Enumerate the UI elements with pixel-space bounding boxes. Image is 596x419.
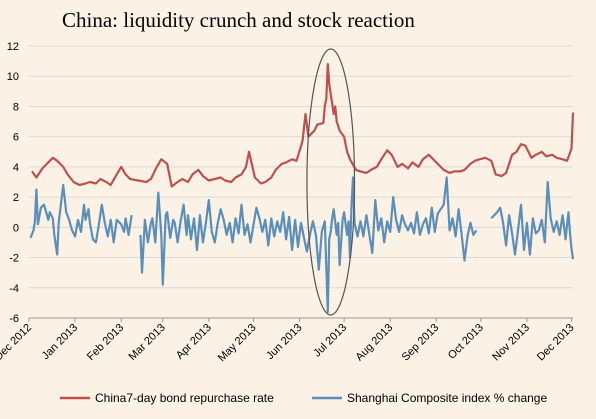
y-tick-label: 8 (13, 101, 19, 113)
x-tick-label: Dec 2013 (535, 322, 577, 364)
x-tick-label: Nov 2013 (490, 322, 532, 364)
x-tick-label: Mar 2013 (127, 322, 168, 363)
y-tick-label: 0 (13, 222, 19, 234)
x-tick-label: Feb 2013 (85, 322, 126, 363)
x-tick-label: Oct 2013 (446, 322, 486, 362)
x-tick-label: Dec 2012 (0, 322, 34, 364)
x-tick-label: May 2013 (216, 322, 259, 365)
shanghai-index-line (139, 176, 478, 314)
x-tick-label: Aug 2013 (354, 322, 396, 364)
highlight-ellipse (306, 48, 356, 316)
legend-label-repo-rate: China7-day bond repurchase rate (95, 391, 274, 405)
y-tick-label: -4 (9, 283, 19, 295)
plot-area (29, 46, 573, 318)
y-tick-label: 12 (7, 41, 19, 53)
x-tick-label: Jul 2013 (311, 322, 349, 360)
y-tick-label: -6 (9, 313, 19, 325)
y-tick-label: 4 (13, 162, 19, 174)
chart-title: China: liquidity crunch and stock reacti… (62, 8, 415, 32)
shanghai-index-line (29, 183, 133, 256)
y-tick-label: 6 (13, 132, 19, 144)
x-tick-label: Apr 2013 (174, 322, 214, 362)
y-tick-label: -2 (9, 253, 19, 265)
x-tick-label: Jan 2013 (40, 322, 80, 362)
y-tick-label: 10 (7, 71, 19, 83)
x-tick-label: Sep 2013 (400, 322, 442, 364)
repo-rate-line (31, 62, 575, 188)
x-tick-label: Jun 2013 (264, 322, 304, 362)
y-tick-label: 2 (13, 192, 19, 204)
shanghai-index-line (490, 180, 575, 260)
legend-label-shanghai-index: Shanghai Composite index % change (347, 391, 547, 405)
